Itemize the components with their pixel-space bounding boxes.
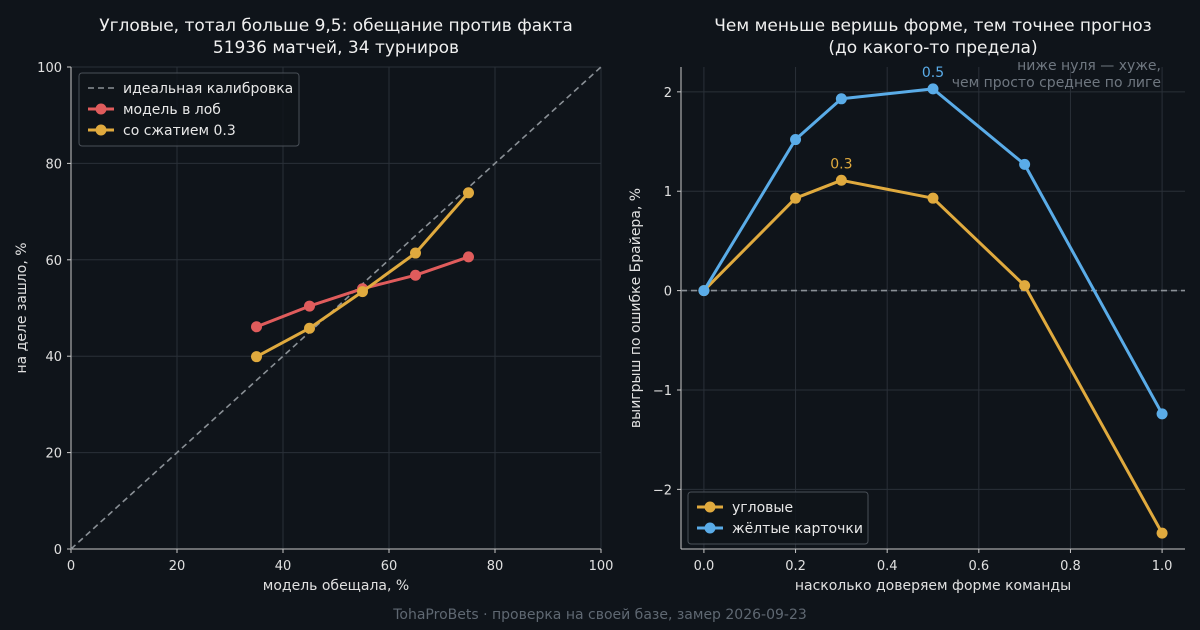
y-tick-label: 0 <box>54 543 62 558</box>
y-tick-label: 60 <box>45 254 62 269</box>
x-tick-label: 0.2 <box>785 559 806 574</box>
data-point <box>304 300 315 312</box>
y-tick-label: 80 <box>45 157 62 172</box>
x-tick-label: 20 <box>169 559 186 574</box>
x-tick-label: 0.0 <box>694 559 715 574</box>
y-tick-label: 0 <box>664 285 672 300</box>
peak-annotation: 0.3 <box>830 156 852 172</box>
x-tick-label: 80 <box>487 559 504 574</box>
data-point <box>1019 158 1031 170</box>
y-tick-label: 1 <box>664 185 672 200</box>
chart-title: 51936 матчей, 34 турниров <box>213 38 459 58</box>
series-line <box>702 178 1164 535</box>
x-tick-label: 60 <box>381 559 398 574</box>
x-axis-label: насколько доверяем форме команды <box>795 578 1071 594</box>
legend-swatch-marker <box>704 501 716 513</box>
data-point <box>463 251 474 263</box>
data-point <box>251 351 262 363</box>
data-point <box>410 247 421 259</box>
legend-swatch-marker <box>95 124 107 136</box>
data-point <box>357 286 368 298</box>
x-tick-label: 0.8 <box>1060 559 1081 574</box>
y-tick-label: 2 <box>664 86 672 101</box>
data-point <box>790 134 802 146</box>
legend-swatch-marker <box>704 522 716 534</box>
legend-box <box>687 491 869 545</box>
x-tick-label: 100 <box>589 559 614 574</box>
y-tick-label: −1 <box>653 384 672 399</box>
x-tick-label: 0 <box>67 559 75 574</box>
y-axis-label: выигрыш по ошибке Брайера, % <box>628 188 644 428</box>
x-tick-label: 0.4 <box>877 559 898 574</box>
x-tick-label: 1.0 <box>1152 559 1173 574</box>
data-point <box>304 322 315 334</box>
legend-box <box>78 72 300 147</box>
legend-label: модель в лоб <box>123 102 221 118</box>
chart-title: Чем меньше веришь форме, тем точнее прог… <box>714 16 1151 36</box>
legend-label: идеальная калибровка <box>123 81 293 97</box>
footer-credit: TohaProBets · проверка на своей базе, за… <box>392 607 807 623</box>
y-tick-label: −2 <box>653 483 672 498</box>
legend-label: угловые <box>732 500 793 516</box>
data-point <box>790 192 802 204</box>
data-point <box>251 321 262 333</box>
data-point <box>835 174 847 186</box>
legend-label: жёлтые карточки <box>732 521 863 537</box>
data-point <box>835 93 847 105</box>
legend-label: со сжатием 0.3 <box>123 123 236 139</box>
data-point <box>927 83 939 95</box>
x-axis-label: модель обещала, % <box>263 578 409 594</box>
data-point <box>1156 408 1168 420</box>
legend-swatch-marker <box>95 103 107 115</box>
x-tick-label: 40 <box>275 559 292 574</box>
data-point <box>1019 280 1031 292</box>
data-point <box>410 269 421 281</box>
y-tick-label: 100 <box>37 61 62 76</box>
data-point <box>698 285 710 297</box>
peak-annotation: 0.5 <box>922 65 944 81</box>
chart-title: (до какого-то предела) <box>828 38 1037 58</box>
x-tick-label: 0.6 <box>968 559 989 574</box>
chart-note: ниже нуля — хуже, <box>1017 58 1161 74</box>
y-axis-label: на деле зашло, % <box>14 242 30 373</box>
series-line <box>702 87 1164 416</box>
chart-note: чем просто среднее по лиге <box>952 75 1161 91</box>
data-point <box>463 187 474 199</box>
chart-title: Угловые, тотал больше 9,5: обещание прот… <box>99 16 573 36</box>
y-tick-label: 40 <box>45 350 62 365</box>
data-point <box>1156 527 1168 539</box>
y-tick-label: 20 <box>45 447 62 462</box>
data-point <box>927 192 939 204</box>
